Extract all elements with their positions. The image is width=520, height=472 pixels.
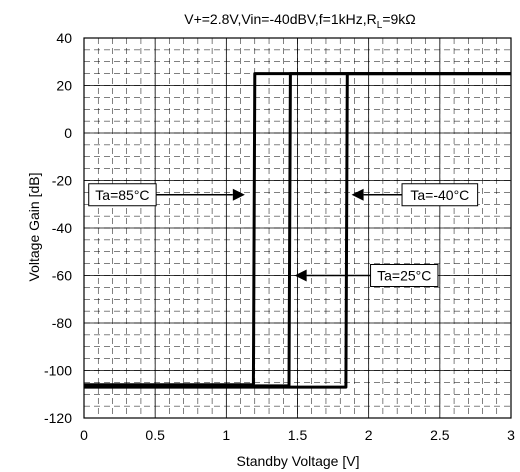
callout-arrowhead: [294, 269, 307, 282]
series-line-ta-40c: [84, 72, 511, 389]
x-tick-label: 2: [365, 427, 373, 443]
callout-arrowhead: [351, 188, 364, 201]
x-tick-label: 0: [80, 427, 88, 443]
series-layer: [84, 72, 511, 389]
tick-layer: 0 0.5 1 1.5 2 2.5 3 40 20 0 -20 -40 -60 -80 -100 -120: [44, 30, 515, 443]
grid-layer: [83, 37, 512, 419]
x-tick-label: 3: [507, 427, 515, 443]
x-tick-label: 0.5: [145, 427, 165, 443]
chart-title: V+=2.8V,Vin=-40dBV,f=1kHz,RL=9kΩ: [184, 11, 416, 31]
y-tick-label: -80: [52, 315, 72, 331]
callout-label: Ta=25°C: [377, 268, 431, 284]
callout: Ta=85°C: [88, 183, 245, 207]
callout-label: Ta=85°C: [95, 187, 149, 203]
plot-frame: [83, 37, 512, 419]
y-tick-label: -20: [52, 173, 72, 189]
x-tick-label: 1: [222, 427, 230, 443]
callout: Ta=-40°C: [351, 183, 479, 207]
y-tick-label: 40: [56, 30, 72, 46]
x-axis-title: Standby Voltage [V]: [237, 453, 360, 469]
y-tick-label: -60: [52, 268, 72, 284]
y-tick-label: -120: [44, 410, 72, 426]
annotation-layer: Ta=85°C Ta=-40°C Ta=25°C: [88, 183, 479, 287]
y-tick-label: 20: [56, 78, 72, 94]
y-tick-label: -100: [44, 363, 72, 379]
y-tick-label: 0: [64, 125, 72, 141]
x-tick-label: 1.5: [288, 427, 308, 443]
chart-title-main: V+=2.8V,Vin=-40dBV,f=1kHz,R: [184, 11, 377, 27]
y-tick-label: -40: [52, 220, 72, 236]
callout: Ta=25°C: [294, 264, 439, 287]
chart-title-subscript: L: [377, 20, 383, 31]
callout-arrowhead: [232, 188, 245, 201]
x-tick-label: 2.5: [430, 427, 450, 443]
y-axis-title: Voltage Gain [dB]: [26, 173, 42, 282]
callout-label: Ta=-40°C: [410, 187, 469, 203]
chart-title-tail: =9kΩ: [382, 11, 415, 27]
